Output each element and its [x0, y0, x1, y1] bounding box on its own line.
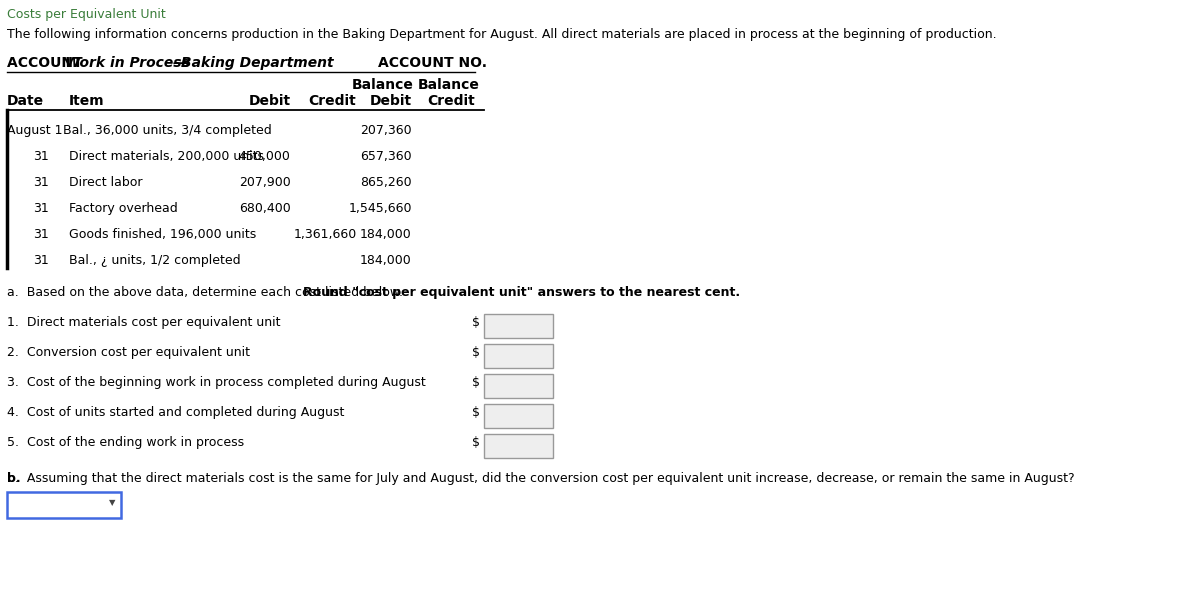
Text: a.  Based on the above data, determine each cost listed below.: a. Based on the above data, determine ea…	[7, 286, 412, 299]
Text: ACCOUNT NO.: ACCOUNT NO.	[378, 56, 487, 70]
Text: $: $	[472, 376, 480, 389]
FancyBboxPatch shape	[484, 314, 553, 338]
Text: The following information concerns production in the Baking Department for Augus: The following information concerns produ…	[7, 28, 997, 41]
Text: 184,000: 184,000	[360, 254, 412, 267]
Text: 207,360: 207,360	[360, 124, 412, 137]
Text: Debit: Debit	[370, 94, 412, 108]
FancyBboxPatch shape	[484, 374, 553, 398]
Text: August 1: August 1	[7, 124, 62, 137]
Text: ▼: ▼	[109, 498, 115, 507]
Text: 207,900: 207,900	[239, 176, 290, 189]
Text: Bal., ¿ units, 1/2 completed: Bal., ¿ units, 1/2 completed	[68, 254, 240, 267]
Text: 1,361,660: 1,361,660	[293, 228, 356, 241]
Text: $: $	[472, 436, 480, 449]
Text: Credit: Credit	[427, 94, 475, 108]
Text: 3.  Cost of the beginning work in process completed during August: 3. Cost of the beginning work in process…	[7, 376, 426, 389]
Text: Round "cost per equivalent unit" answers to the nearest cent.: Round "cost per equivalent unit" answers…	[302, 286, 740, 299]
Text: Direct materials, 200,000 units: Direct materials, 200,000 units	[68, 150, 264, 163]
Text: 31: 31	[34, 150, 49, 163]
Text: Credit: Credit	[308, 94, 356, 108]
Text: 450,000: 450,000	[239, 150, 290, 163]
Text: ACCOUNT: ACCOUNT	[7, 56, 88, 70]
Text: Balance: Balance	[352, 78, 414, 92]
FancyBboxPatch shape	[484, 404, 553, 428]
Text: b.: b.	[7, 472, 20, 485]
Text: 1,545,660: 1,545,660	[348, 202, 412, 215]
Text: Debit: Debit	[248, 94, 290, 108]
Text: Direct labor: Direct labor	[68, 176, 142, 189]
Text: 4.  Cost of units started and completed during August: 4. Cost of units started and completed d…	[7, 406, 344, 419]
Text: Work in Process: Work in Process	[65, 56, 190, 70]
Text: 657,360: 657,360	[360, 150, 412, 163]
Text: 31: 31	[34, 176, 49, 189]
Text: 5.  Cost of the ending work in process: 5. Cost of the ending work in process	[7, 436, 244, 449]
Text: Bal., 36,000 units, 3/4 completed: Bal., 36,000 units, 3/4 completed	[64, 124, 272, 137]
Text: Factory overhead: Factory overhead	[68, 202, 178, 215]
Text: 865,260: 865,260	[360, 176, 412, 189]
Text: 31: 31	[34, 228, 49, 241]
Text: Goods finished, 196,000 units: Goods finished, 196,000 units	[68, 228, 256, 241]
Text: Item: Item	[68, 94, 104, 108]
Text: Baking Department: Baking Department	[181, 56, 334, 70]
FancyBboxPatch shape	[484, 344, 553, 368]
Text: Costs per Equivalent Unit: Costs per Equivalent Unit	[7, 8, 166, 21]
Text: $: $	[472, 406, 480, 419]
Text: 31: 31	[34, 202, 49, 215]
Text: 1.  Direct materials cost per equivalent unit: 1. Direct materials cost per equivalent …	[7, 316, 281, 329]
Text: b.  Assuming that the direct materials cost is the same for July and August, did: b. Assuming that the direct materials co…	[7, 472, 1075, 485]
Text: 184,000: 184,000	[360, 228, 412, 241]
Text: $: $	[472, 316, 480, 329]
Text: Date: Date	[7, 94, 44, 108]
FancyBboxPatch shape	[7, 492, 121, 518]
Text: $: $	[472, 346, 480, 359]
Text: Balance: Balance	[418, 78, 480, 92]
Text: —: —	[173, 56, 186, 70]
FancyBboxPatch shape	[484, 434, 553, 458]
Text: 31: 31	[34, 254, 49, 267]
Text: 680,400: 680,400	[239, 202, 290, 215]
Text: 2.  Conversion cost per equivalent unit: 2. Conversion cost per equivalent unit	[7, 346, 250, 359]
